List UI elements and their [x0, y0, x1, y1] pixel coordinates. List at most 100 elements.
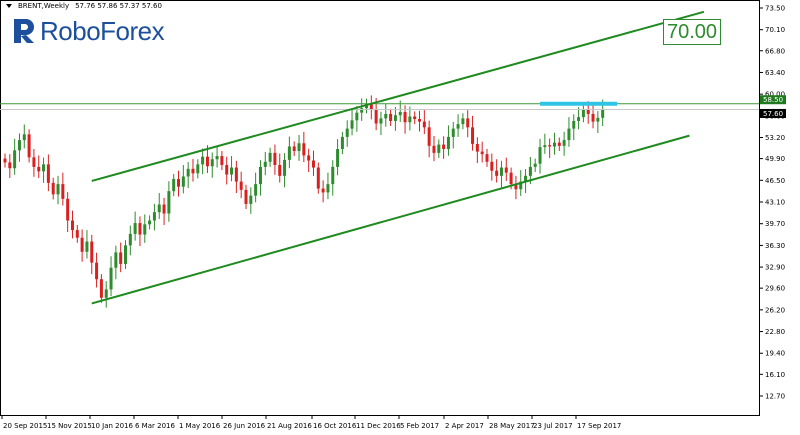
candle-body — [133, 223, 137, 234]
y-tick-label: 53.20 — [765, 134, 785, 142]
candle-body — [302, 143, 306, 156]
candle-body — [85, 241, 89, 252]
candle-body — [172, 179, 176, 192]
x-tick-label: 10 Jan 2016 — [91, 422, 134, 430]
candle-body — [384, 113, 388, 119]
candle-body — [562, 140, 566, 146]
candle-body — [326, 184, 330, 193]
y-tick-label: 66.80 — [765, 47, 785, 55]
candle-body — [8, 162, 12, 169]
candle-body — [461, 118, 465, 125]
candle-body — [509, 172, 513, 185]
candle-body — [413, 116, 417, 120]
y-tick-label: 36.30 — [765, 242, 785, 250]
candle-body — [418, 119, 422, 122]
y-tick-label: 39.70 — [765, 220, 785, 228]
candle-body — [552, 142, 556, 147]
candle-body — [51, 182, 55, 195]
channel-lower-line[interactable] — [91, 134, 690, 305]
candle-body — [350, 120, 354, 129]
candle-body — [543, 145, 547, 148]
candle-body — [456, 124, 460, 129]
candle-body — [548, 145, 552, 147]
symbol-label: BRENT,Weekly — [18, 2, 70, 10]
candle-body — [177, 179, 181, 187]
candle-body — [374, 109, 378, 124]
candle-body — [340, 136, 344, 150]
candle-body — [215, 156, 219, 160]
candle-body — [124, 245, 127, 264]
candle-body — [577, 117, 581, 121]
x-tick-label: 1 May 2016 — [179, 422, 221, 430]
candles-layer — [3, 95, 605, 308]
y-tick-label: 29.60 — [765, 285, 785, 293]
y-tick-label: 70.10 — [765, 26, 785, 34]
candle-body — [205, 156, 209, 167]
candle-body — [408, 116, 412, 123]
ohlc-readout: 57.76 57.86 57.37 57.60 — [75, 2, 162, 10]
candle-body — [437, 144, 441, 153]
x-tick-label: 2 Apr 2017 — [445, 422, 484, 430]
candle-body — [17, 140, 21, 151]
y-tick-label: 49.90 — [765, 155, 785, 163]
candle-body — [581, 109, 585, 118]
candle-body — [220, 156, 224, 165]
candle-body — [442, 144, 446, 150]
current-price-tag — [760, 108, 786, 118]
target-label: 70.00 — [663, 19, 721, 45]
x-tick-label: 6 Mar 2016 — [135, 422, 175, 430]
candle-body — [586, 109, 590, 114]
candle-body — [119, 252, 123, 264]
candle-body — [466, 118, 470, 128]
candle-body — [601, 109, 605, 118]
y-tick-label: 22.80 — [765, 328, 785, 336]
candle-body — [258, 166, 262, 185]
candle-body — [398, 112, 402, 116]
candle-body — [104, 289, 108, 298]
candle-body — [95, 262, 99, 280]
candle-body — [514, 184, 518, 190]
current-price-tag-label: 57.60 — [763, 110, 783, 118]
candle-body — [591, 113, 595, 122]
candle-body — [273, 152, 277, 165]
y-tick-label: 63.40 — [765, 69, 785, 77]
candle-body — [37, 166, 41, 172]
candle-body — [167, 191, 171, 214]
x-tick-label: 15 Nov 2015 — [47, 422, 92, 430]
candle-body — [70, 220, 74, 231]
candle-body — [480, 151, 484, 155]
candle-body — [504, 167, 508, 173]
candle-body — [297, 143, 301, 151]
candle-body — [427, 127, 431, 146]
candle-body — [331, 166, 335, 185]
roboforex-logo-icon — [12, 17, 36, 45]
collapse-triangle-icon[interactable] — [6, 4, 12, 8]
candle-body — [90, 241, 94, 263]
resistance-price-tag — [760, 95, 786, 105]
candle-body — [152, 212, 156, 221]
candle-body — [22, 134, 26, 141]
candle-body — [268, 152, 272, 162]
candle-body — [239, 181, 243, 190]
candle-body — [157, 204, 161, 213]
candle-body — [321, 188, 325, 193]
x-tick-label: 23 Jul 2017 — [533, 422, 573, 430]
y-tick-label: 12.70 — [765, 393, 785, 401]
candle-body — [254, 184, 258, 196]
y-tick-label: 32.90 — [765, 264, 785, 272]
candle-body — [61, 184, 65, 199]
x-tick-label: 5 Feb 2017 — [400, 422, 439, 430]
channel-upper-line[interactable] — [91, 10, 705, 182]
y-tick-label: 43.10 — [765, 199, 785, 207]
candle-body — [46, 164, 50, 183]
candle-body — [538, 147, 542, 164]
candle-body — [225, 164, 229, 175]
candle-body — [234, 167, 238, 182]
candle-body — [485, 154, 489, 162]
candle-body — [191, 168, 195, 174]
candle-body — [389, 113, 393, 121]
candle-body — [316, 167, 320, 189]
y-tick-label: 19.40 — [765, 350, 785, 358]
candle-body — [519, 181, 523, 190]
